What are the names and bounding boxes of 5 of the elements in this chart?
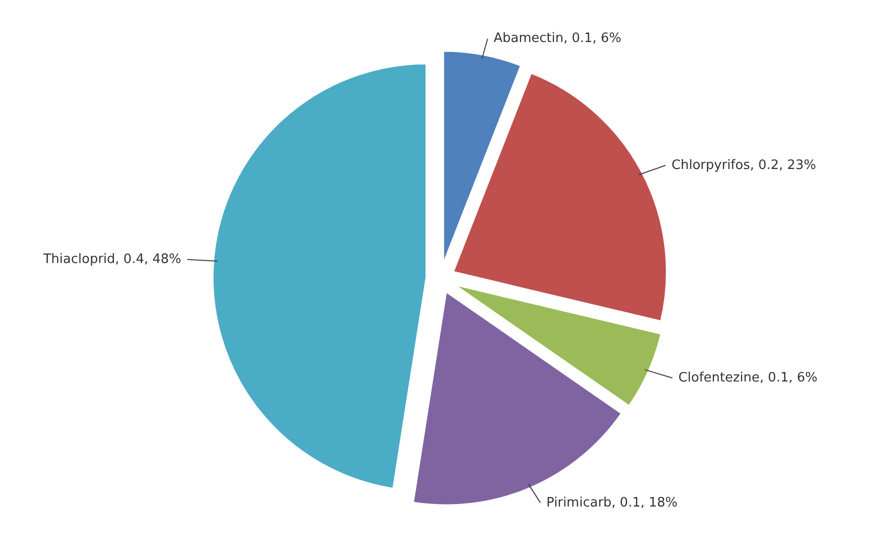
slice-label: Abamectin, 0.1, 6%	[494, 31, 622, 46]
slice-label: Thiacloprid, 0.4, 48%	[42, 252, 182, 268]
slice-label: Chlorpyrifos, 0.2, 23%	[672, 158, 816, 173]
slice-label: Pirimicarb, 0.1, 18%	[546, 495, 678, 510]
slice-label: Clofentezine, 0.1, 6%	[678, 370, 818, 386]
